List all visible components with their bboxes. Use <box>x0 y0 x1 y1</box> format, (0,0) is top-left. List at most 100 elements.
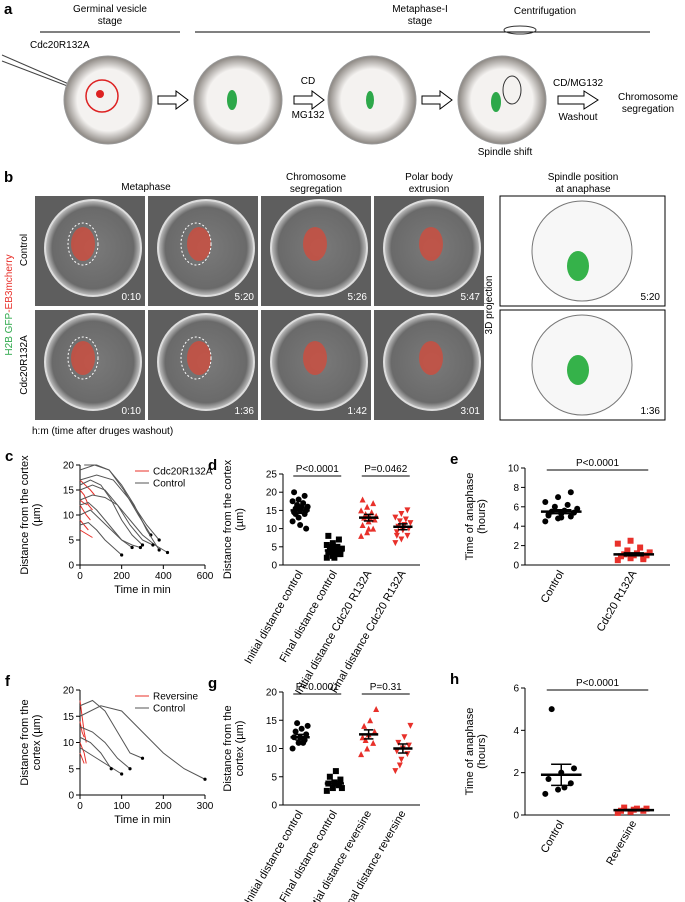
trace <box>79 699 143 759</box>
time-stamp: 5:26 <box>348 292 368 303</box>
point <box>362 737 369 744</box>
end-point <box>120 772 124 776</box>
y-axis-label: (hours) <box>476 734 488 769</box>
row-label: Cdc20R132A <box>19 335 30 395</box>
point <box>643 805 650 812</box>
chromosomes <box>71 341 95 375</box>
end-point <box>109 767 113 771</box>
point <box>359 521 366 528</box>
end-point <box>157 538 161 542</box>
panel-label: d <box>208 457 217 474</box>
point <box>617 553 624 560</box>
point <box>370 500 377 507</box>
arrow <box>293 90 325 110</box>
line: stage <box>408 16 433 27</box>
point <box>637 544 644 551</box>
point <box>627 555 634 562</box>
point <box>335 536 342 543</box>
point <box>404 507 411 514</box>
point <box>329 785 336 792</box>
point <box>564 501 571 508</box>
point <box>298 725 305 732</box>
x-tick-label: 100 <box>113 801 130 812</box>
y-tick-label: 10 <box>63 511 75 522</box>
point <box>361 722 368 729</box>
stage-label: Metaphase-I stage <box>392 4 448 27</box>
y-tick-label: 15 <box>63 712 75 723</box>
p-value: P=0.0462 <box>364 464 408 475</box>
panel-b: b Metaphase Chromosome segregation Polar … <box>4 169 666 437</box>
point <box>338 785 345 792</box>
trace <box>79 721 85 738</box>
time-stamp: 1:42 <box>348 406 368 417</box>
line: CD <box>301 76 315 87</box>
point <box>396 518 403 525</box>
chromatin <box>96 90 104 98</box>
x-tick-label: Cdc20 R132A <box>595 568 640 634</box>
p-value: P<0.0001 <box>576 458 620 469</box>
y-tick-label: 25 <box>266 470 278 481</box>
y-tick-label: 10 <box>508 464 520 475</box>
point <box>364 745 371 752</box>
trace <box>79 736 112 770</box>
oocyte <box>457 55 547 145</box>
trace <box>79 521 123 556</box>
x-tick-label: Control <box>539 569 567 606</box>
line: Spindle position <box>548 172 619 183</box>
point <box>624 547 631 554</box>
y-tick-label: 4 <box>513 522 519 533</box>
spindle-shift <box>502 75 522 105</box>
caption: h:m (time after druges washout) <box>32 426 173 437</box>
point <box>633 805 640 812</box>
line: Germinal vesicle <box>73 4 147 15</box>
end-point <box>157 548 161 552</box>
point <box>301 492 308 499</box>
point <box>551 503 558 510</box>
point <box>402 516 409 523</box>
point <box>392 768 399 775</box>
arrows <box>157 90 599 110</box>
x-tick-label: 400 <box>155 571 172 582</box>
rotation-arrow <box>503 25 537 35</box>
x-axis-label: Time in min <box>114 584 170 596</box>
point <box>398 536 405 543</box>
column-header: Polar body extrusion <box>405 172 453 195</box>
y-tick-label: 0 <box>271 801 277 812</box>
point <box>640 556 647 563</box>
x-axis-label: Time in min <box>114 814 170 826</box>
trace <box>79 726 131 770</box>
point <box>371 728 378 735</box>
end-point <box>140 756 145 760</box>
y-tick-label: 5 <box>271 542 277 553</box>
point <box>396 762 403 769</box>
point <box>297 521 304 528</box>
trace <box>79 489 93 511</box>
end-point <box>140 543 145 547</box>
point <box>627 537 634 544</box>
point <box>300 500 307 507</box>
panel-label: b <box>4 169 13 186</box>
point <box>567 489 574 496</box>
point <box>331 554 338 561</box>
y-tick-label: 10 <box>63 738 75 749</box>
y-axis-label: Distance from the <box>19 699 31 785</box>
y-tick-label: 0 <box>513 561 519 572</box>
chromosomes <box>419 227 443 261</box>
point <box>358 532 365 539</box>
point <box>558 514 565 521</box>
point <box>337 776 344 783</box>
injection-label: Cdc20R132A <box>30 40 90 51</box>
y-tick-label: 4 <box>513 726 519 737</box>
stage-label: Germinal vesicle stage <box>73 4 147 27</box>
panel-label: e <box>450 451 458 468</box>
end-point <box>151 543 155 547</box>
line: CD/MG132 <box>553 78 603 89</box>
trace <box>79 509 133 548</box>
point <box>304 503 311 510</box>
point <box>291 489 298 496</box>
outline <box>67 336 99 380</box>
point <box>548 706 555 713</box>
point <box>304 722 311 729</box>
point <box>393 529 400 536</box>
